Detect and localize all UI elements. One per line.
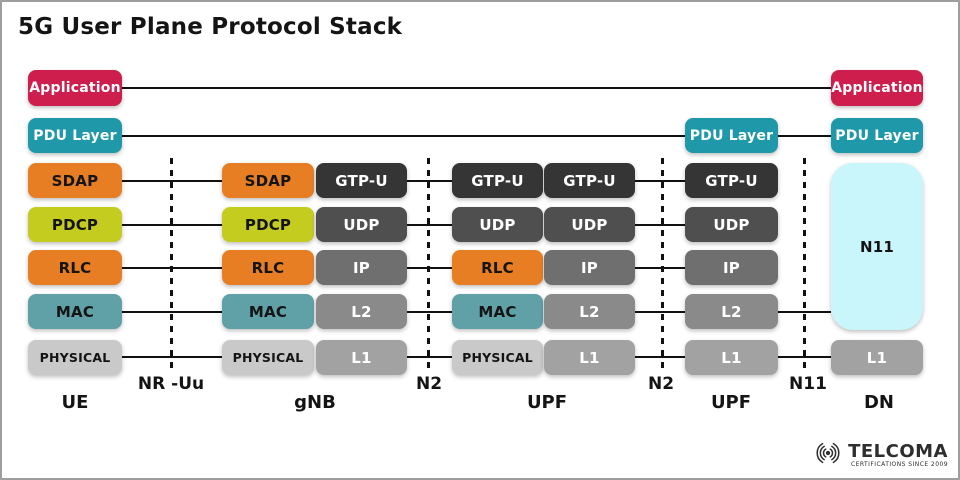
box-rlc: RLC [452, 250, 543, 285]
connector-line [122, 134, 685, 138]
box-udp: UDP [452, 207, 543, 242]
box-l2: L2 [685, 294, 778, 329]
connector-line [122, 86, 831, 90]
interface-boundary-line [661, 158, 664, 372]
box-l2: L2 [316, 294, 407, 329]
entity-label: UPF [710, 392, 752, 413]
box-l1: L1 [544, 340, 635, 375]
connector-line [635, 266, 685, 270]
connector-line [635, 310, 685, 314]
box-udp: UDP [316, 207, 407, 242]
connector-line [407, 310, 452, 314]
box-n11: N11 [831, 163, 923, 330]
interface-boundary-line [803, 158, 806, 372]
interface-boundary-line [427, 158, 430, 372]
box-pdu-layer: PDU Layer [831, 118, 923, 153]
connector-line [635, 355, 685, 359]
box-udp: UDP [544, 207, 635, 242]
box-udp: UDP [685, 207, 778, 242]
box-l1: L1 [316, 340, 407, 375]
box-gtp-u: GTP-U [685, 163, 778, 198]
entity-label: gNB [294, 392, 336, 413]
connector-line [407, 179, 452, 183]
box-mac: MAC [28, 294, 122, 329]
interface-label: N11 [789, 374, 827, 394]
box-ip: IP [685, 250, 778, 285]
interface-label: N2 [647, 374, 675, 394]
brand-tagline: CERTIFICATIONS SINCE 2009 [850, 460, 948, 468]
box-rlc: RLC [28, 250, 122, 285]
box-application: Application [28, 70, 122, 106]
entity-label: DN [863, 392, 895, 413]
box-gtp-u: GTP-U [316, 163, 407, 198]
box-gtp-u: GTP-U [544, 163, 635, 198]
box-pdcp: PDCP [28, 207, 122, 242]
box-physical: PHYSICAL [222, 340, 314, 375]
interface-label: N2 [415, 374, 443, 394]
box-pdu-layer: PDU Layer [685, 118, 778, 153]
interface-label: NR -Uu [137, 374, 205, 394]
connector-line [778, 134, 831, 138]
telcoma-logo: TELCOMA CERTIFICATIONS SINCE 2009 [810, 438, 948, 472]
box-gtp-u: GTP-U [452, 163, 543, 198]
connector-line [407, 223, 452, 227]
entity-label: UPF [526, 392, 568, 413]
antenna-icon [810, 438, 846, 472]
box-rlc: RLC [222, 250, 314, 285]
box-mac: MAC [222, 294, 314, 329]
brand-name: TELCOMA [848, 440, 948, 462]
box-ip: IP [544, 250, 635, 285]
box-mac: MAC [452, 294, 543, 329]
box-l2: L2 [544, 294, 635, 329]
connector-line [635, 223, 685, 227]
interface-boundary-line [170, 158, 173, 372]
connector-line [635, 179, 685, 183]
connector-line [407, 266, 452, 270]
box-l1: L1 [831, 340, 923, 375]
box-application: Application [831, 70, 923, 106]
page-title: 5G User Plane Protocol Stack [18, 14, 403, 40]
box-physical: PHYSICAL [452, 340, 543, 375]
box-l1: L1 [685, 340, 778, 375]
box-sdap: SDAP [222, 163, 314, 198]
box-ip: IP [316, 250, 407, 285]
box-pdcp: PDCP [222, 207, 314, 242]
box-pdu-layer: PDU Layer [28, 118, 122, 153]
box-physical: PHYSICAL [28, 340, 122, 375]
box-sdap: SDAP [28, 163, 122, 198]
entity-label: UE [61, 392, 89, 413]
connector-line [407, 355, 452, 359]
